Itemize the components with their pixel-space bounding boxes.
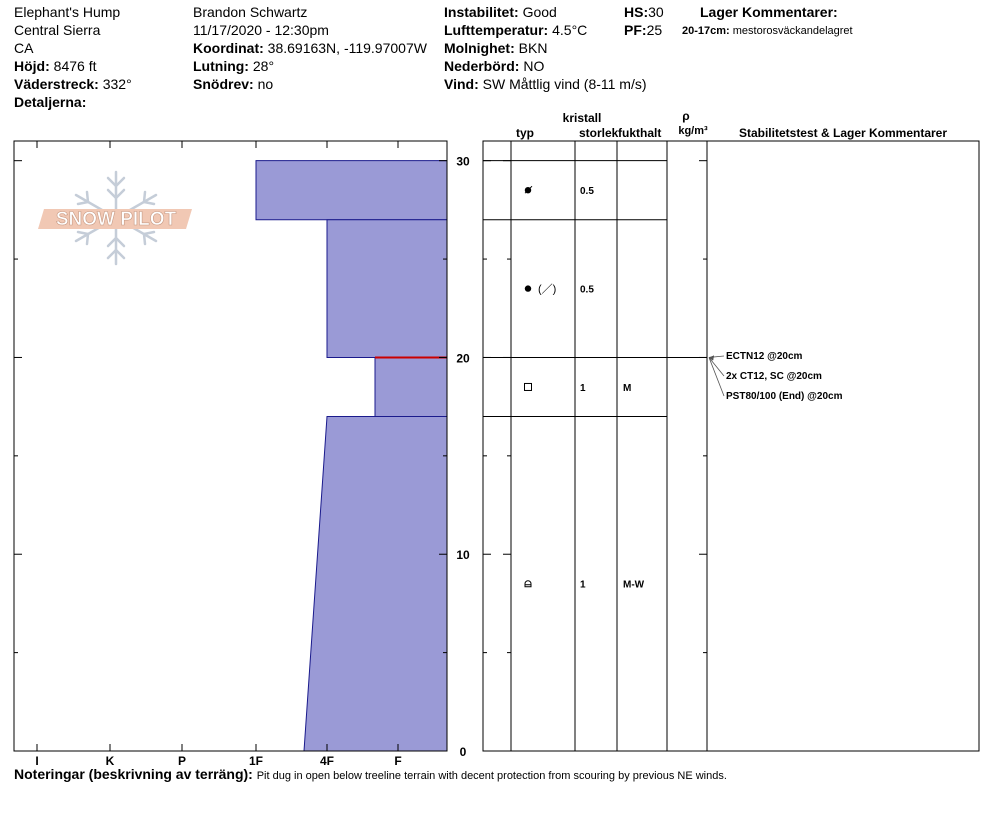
wind-value: SW Måttlig vind (8-11 m/s) bbox=[482, 76, 647, 92]
hardness-axis: I K P 1F 4F F bbox=[35, 141, 402, 768]
depth-tick-label: 30 bbox=[456, 155, 470, 169]
slope-field: Lutning: 28° bbox=[193, 57, 274, 75]
grain-size-value: 0.5 bbox=[580, 285, 594, 296]
pf-label: PF: bbox=[624, 22, 647, 38]
precip-label: Nederbörd: bbox=[444, 58, 520, 74]
hardness-layers bbox=[255, 160, 448, 752]
instability-label: Instabilitet: bbox=[444, 4, 519, 20]
drift-value: no bbox=[257, 76, 274, 92]
wind-label: Vind: bbox=[444, 76, 479, 92]
sky-label: Molnighet: bbox=[444, 40, 515, 56]
notes-label: Noteringar (beskrivning av terräng): bbox=[14, 766, 253, 782]
layer-comment: 20-17cm: mestorosväckandelagret bbox=[682, 22, 853, 40]
coordinate-value: 38.69163N, -119.97007W bbox=[267, 40, 427, 56]
state-name: CA bbox=[14, 40, 34, 56]
drift-label: Snödrev: bbox=[193, 76, 254, 92]
moisture-value: M-W bbox=[623, 580, 645, 591]
moisture-header: fukthalt bbox=[618, 126, 661, 140]
hardness-layer-4 bbox=[303, 415, 448, 752]
moisture-value: M bbox=[623, 383, 631, 394]
hs-field: HS:30 bbox=[624, 3, 664, 21]
stability-test-label: PST80/100 (End) @20cm bbox=[726, 391, 843, 402]
hardness-tick-label: I bbox=[35, 754, 38, 768]
details-field: Detaljerna: bbox=[14, 93, 86, 111]
aspect-label: Väderstreck: bbox=[14, 76, 99, 92]
test-leader-line bbox=[708, 357, 725, 397]
hardness-tick-label: 4F bbox=[320, 754, 334, 768]
pf-field: PF:25 bbox=[624, 21, 662, 39]
stability-header: Stabilitetstest & Lager Kommentarer bbox=[739, 126, 947, 140]
density-unit-header: kg/m³ bbox=[678, 125, 708, 137]
depth-tick-label: 20 bbox=[456, 351, 470, 365]
stability-test-label: ECTN12 @20cm bbox=[726, 351, 803, 362]
faceted-crystals-icon bbox=[524, 382, 532, 391]
depth-tick-label: 10 bbox=[456, 548, 470, 562]
aspect-value: 332° bbox=[102, 76, 132, 92]
depth-tick-label: 0 bbox=[460, 745, 467, 759]
wind-field: Vind: SW Måttlig vind (8-11 m/s) bbox=[444, 75, 647, 93]
test-leader-line bbox=[708, 357, 725, 377]
instability-field: Instabilitet: Good bbox=[444, 3, 557, 21]
coordinate-field: Koordinat: 38.69163N, -119.97007W bbox=[193, 39, 427, 57]
details-label: Detaljerna: bbox=[14, 94, 87, 110]
snowpilot-logo: SNOW PILOT bbox=[38, 170, 192, 266]
size-header: storlek bbox=[579, 126, 619, 140]
airtemp-field: Lufttemperatur: 4.5°C bbox=[444, 21, 587, 39]
airtemp-label: Lufttemperatur: bbox=[444, 22, 549, 38]
coordinate-label: Koordinat: bbox=[193, 40, 264, 56]
slope-label: Lutning: bbox=[193, 58, 249, 74]
grain-size-value: 1 bbox=[580, 383, 586, 394]
hardness-tick-label: K bbox=[106, 754, 115, 768]
grain-secondary-symbol: (／) bbox=[538, 283, 556, 296]
decomposing-particles-icon bbox=[524, 185, 533, 194]
terrain-notes: Noteringar (beskrivning av terräng): Pit… bbox=[14, 766, 727, 782]
layer-table-frame bbox=[482, 140, 980, 752]
hardness-layer-1 bbox=[255, 160, 448, 221]
hardness-tick-label: F bbox=[394, 754, 401, 768]
slope-value: 28° bbox=[252, 58, 275, 74]
rho-header: ρ bbox=[682, 109, 689, 123]
instability-value: Good bbox=[522, 4, 557, 20]
elevation-label: Höjd: bbox=[14, 58, 50, 74]
hardness-tick-label: 1F bbox=[249, 754, 263, 768]
crystal-header: kristall bbox=[563, 111, 602, 125]
precip-value: NO bbox=[523, 58, 545, 74]
layer-table-rows: 0.5 (／) 0.5 1 M 1 M-W bbox=[483, 160, 707, 752]
elevation-field: Höjd: 8476 ft bbox=[14, 57, 96, 75]
sky-field: Molnighet: BKN bbox=[444, 39, 547, 57]
melt-forms-icon bbox=[524, 580, 532, 588]
observer-name: Brandon Schwartz bbox=[193, 4, 308, 20]
airtemp-value: 4.5°C bbox=[552, 22, 588, 38]
aspect-field: Väderstreck: 332° bbox=[14, 75, 132, 93]
location-name: Elephant's Hump bbox=[14, 4, 121, 20]
region-name: Central Sierra bbox=[14, 22, 101, 38]
observation-datetime: 11/17/2020 - 12:30pm bbox=[193, 22, 329, 38]
layer-comments-title: Lager Kommentarer: bbox=[700, 4, 838, 20]
layer-comment-text: mestorosväckandelagret bbox=[732, 25, 853, 37]
stability-test-label: 2x CT12, SC @20cm bbox=[726, 371, 822, 382]
grain-size-value: 0.5 bbox=[580, 186, 594, 197]
layer-comment-range: 20-17cm: bbox=[682, 25, 730, 37]
hs-label: HS: bbox=[624, 4, 649, 20]
drift-field: Snödrev: no bbox=[193, 75, 273, 93]
pf-value: 25 bbox=[646, 22, 663, 38]
sky-value: BKN bbox=[518, 40, 548, 56]
test-arrow-icon bbox=[709, 355, 714, 361]
hardness-tick-label: P bbox=[178, 754, 186, 768]
type-header: typ bbox=[516, 126, 534, 140]
rounded-grains-icon bbox=[524, 285, 532, 292]
precip-field: Nederbörd: NO bbox=[444, 57, 544, 75]
notes-text: Pit dug in open below treeline terrain w… bbox=[256, 770, 727, 782]
hs-value: 30 bbox=[648, 4, 664, 20]
grain-size-value: 1 bbox=[580, 580, 586, 591]
stability-tests: ECTN12 @20cm 2x CT12, SC @20cm PST80/100 (… bbox=[708, 351, 843, 402]
snowpilot-logo-text: SNOW PILOT bbox=[56, 209, 177, 230]
hardness-layer-3 bbox=[374, 356, 448, 417]
hardness-layer-2 bbox=[326, 219, 448, 358]
elevation-value: 8476 ft bbox=[53, 58, 97, 74]
